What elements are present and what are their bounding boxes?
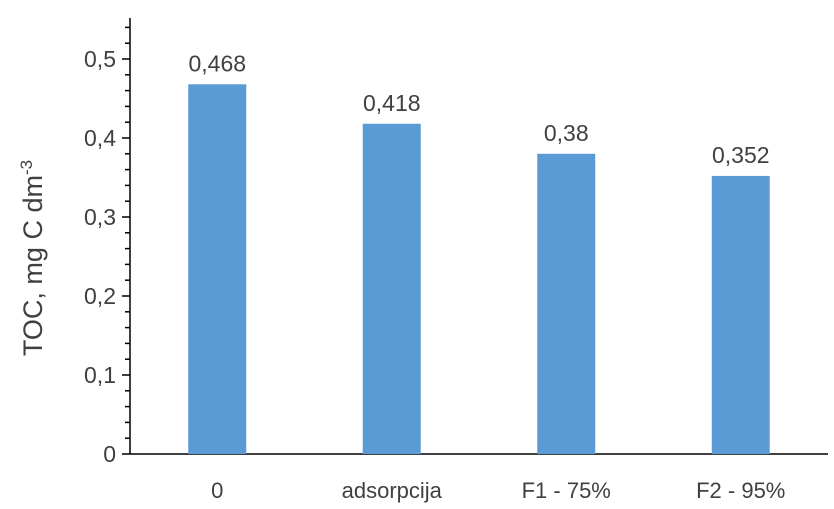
bar [188,84,247,454]
y-tick-label: 0,2 [84,283,116,309]
x-category-label: F1 - 75% [522,478,611,503]
bar [362,123,421,454]
x-category-label: F2 - 95% [696,478,785,503]
y-tick-label: 0,5 [84,46,116,72]
data-label: 0,352 [712,142,770,168]
data-label: 0,468 [188,50,246,76]
data-label: 0,38 [544,120,589,146]
y-tick-label: 0 [103,441,116,467]
y-axis-title: TOC, mg C dm-3 [17,160,48,356]
x-category-label: 0 [211,478,223,503]
y-tick-label: 0,1 [84,362,116,388]
plot-area: 0 0,1 0,2 0,3 0,4 0,5 0,468 0 0,418 adsorpcija 0,3… [84,18,828,503]
y-tick-label: 0,4 [84,125,116,151]
bar [711,175,770,455]
bar [537,153,596,455]
y-axis-title-superscript: -3 [17,160,36,175]
data-label: 0,418 [363,90,421,116]
y-axis-title-text: TOC, mg C dm [18,175,48,356]
x-category-label: adsorpcija [342,478,443,503]
y-tick-label: 0,3 [84,204,116,230]
